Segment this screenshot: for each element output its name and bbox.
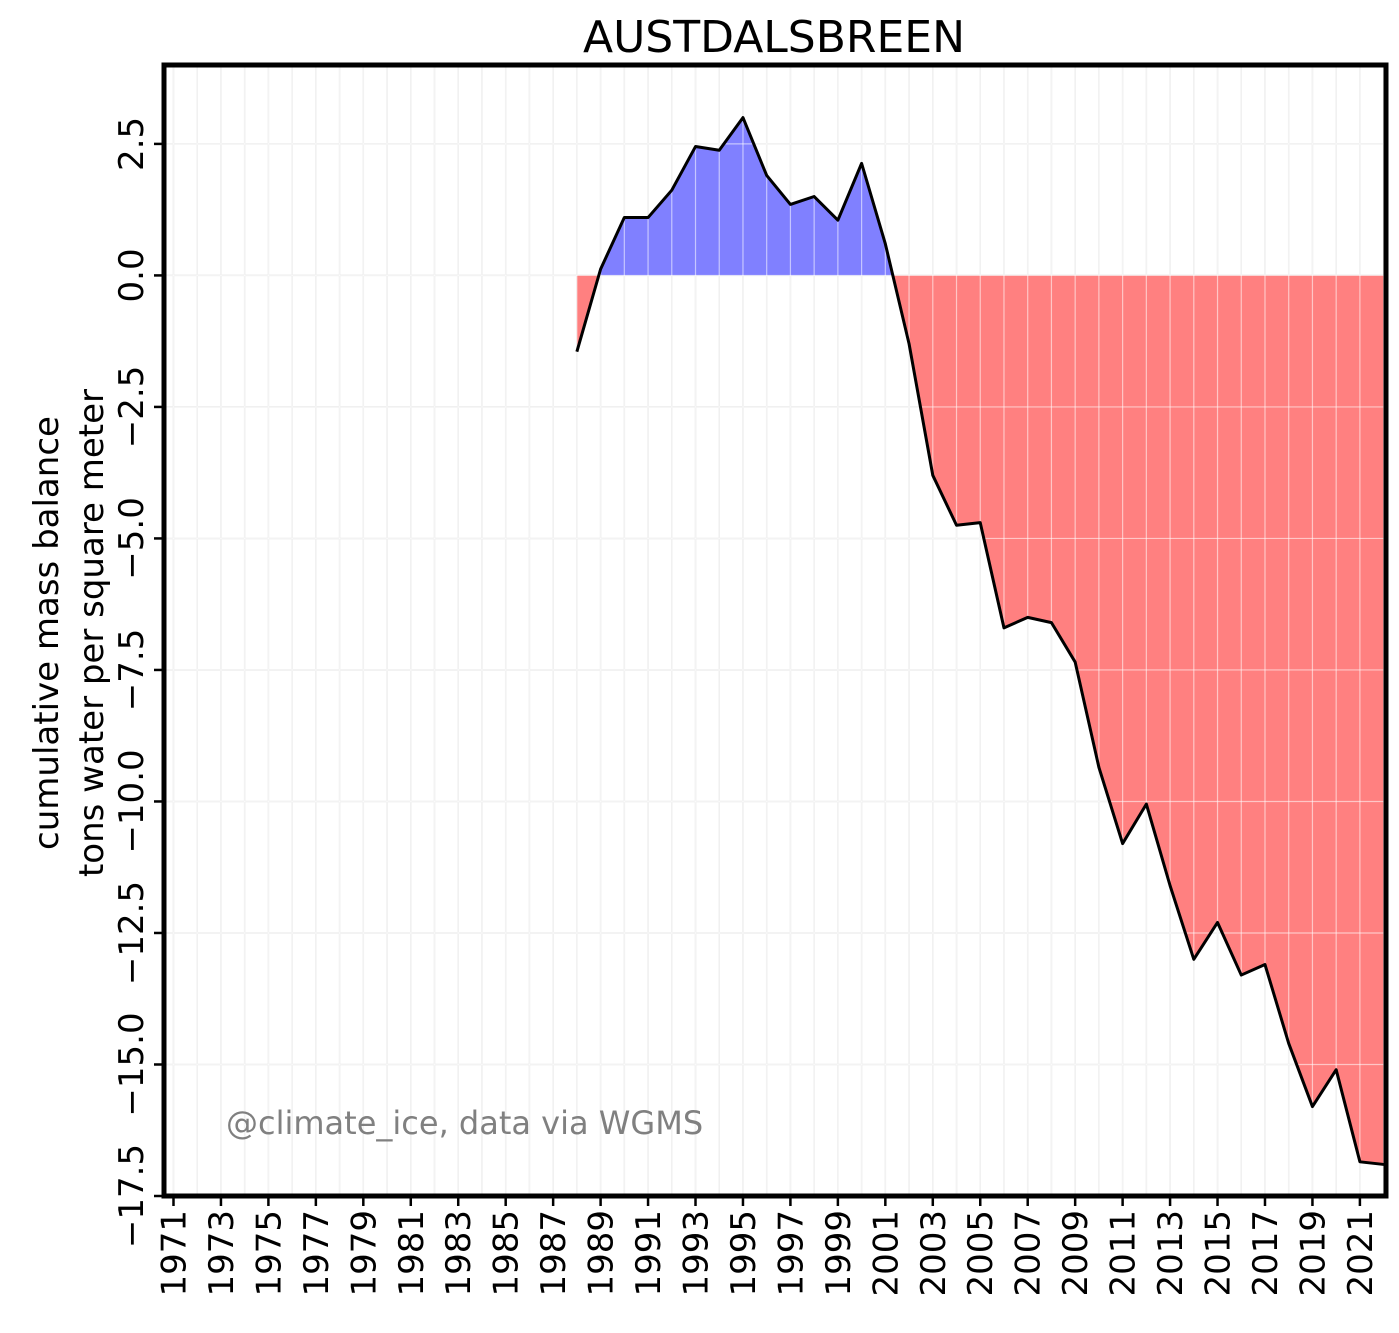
y-tick-label: −2.5 — [112, 366, 152, 449]
x-tick-label: 2021 — [1341, 1210, 1381, 1297]
x-tick-label: 1991 — [629, 1210, 669, 1297]
x-tick-label: 1995 — [724, 1210, 764, 1297]
x-tick-label: 1987 — [534, 1210, 574, 1297]
x-tick-label: 1985 — [487, 1210, 527, 1297]
x-tick-label: 1977 — [297, 1210, 337, 1297]
series-line — [575, 116, 1384, 1166]
y-axis-label-line1: cumulative mass balance — [27, 416, 67, 850]
y-tick-label: −15.0 — [112, 1012, 152, 1116]
x-tick-label: 1993 — [677, 1210, 717, 1297]
y-tick-label: −10.0 — [112, 749, 152, 853]
chart-title: AUSTDALSBREEN — [583, 12, 965, 63]
x-tick-label: 2017 — [1246, 1210, 1286, 1297]
y-tick-label: −7.5 — [112, 629, 152, 712]
x-tick-label: 2001 — [866, 1210, 906, 1297]
x-tick-label: 1983 — [439, 1210, 479, 1297]
y-tick-label: 2.5 — [112, 117, 152, 171]
x-tick-label: 1981 — [392, 1210, 432, 1297]
y-tick-label: −12.5 — [112, 881, 152, 985]
plot-frame — [161, 62, 1389, 1199]
x-tick-label: 2003 — [914, 1210, 954, 1297]
x-tick-label: 1999 — [819, 1210, 859, 1297]
x-tick-label: 2005 — [961, 1210, 1001, 1297]
y-tick-label: −5.0 — [112, 497, 152, 580]
mass-balance-line — [575, 116, 1384, 1166]
x-tick-label: 2019 — [1293, 1210, 1333, 1297]
x-tick-label: 1971 — [154, 1210, 194, 1297]
x-tick-label: 2015 — [1199, 1210, 1239, 1297]
area-fills — [164, 65, 1386, 1197]
y-axis-label-line2: tons water per square meter — [72, 389, 112, 877]
x-tick-label: 1997 — [771, 1210, 811, 1297]
x-tick-label: 2007 — [1009, 1210, 1049, 1297]
x-tick-label: 1989 — [582, 1210, 622, 1297]
watermark-annotation: @climate_ice, data via WGMS — [226, 1104, 703, 1142]
y-axis-ticks: 2.5 0.0 −2.5 −5.0 −7.5 −10.0 −12.5 −15.0 −17.5 — [112, 117, 164, 1248]
x-tick-label: 2013 — [1151, 1210, 1191, 1297]
x-tick-label: 1975 — [249, 1210, 289, 1297]
y-tick-label: −17.5 — [112, 1144, 152, 1248]
x-tick-label: 2009 — [1056, 1210, 1096, 1297]
negative-area — [892, 275, 1384, 1165]
x-tick-label: 1979 — [344, 1210, 384, 1297]
y-tick-label: 0.0 — [112, 248, 152, 302]
x-tick-label: 1973 — [202, 1210, 242, 1297]
x-axis-ticks: 1971 1973 1975 1977 1979 1981 1983 1985 1987 1989… — [154, 1196, 1381, 1297]
x-tick-label: 2011 — [1104, 1210, 1144, 1297]
